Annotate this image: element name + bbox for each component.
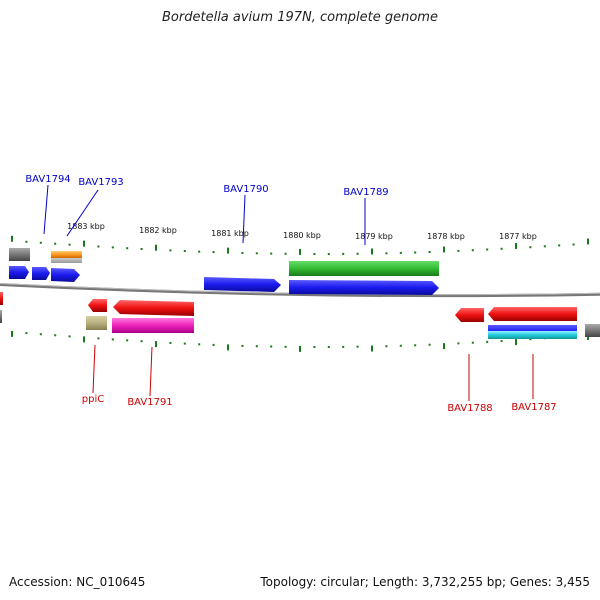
gene-feature[interactable] <box>32 267 50 280</box>
gene-feature[interactable] <box>86 316 107 330</box>
ruler-label: 1877 kbp <box>499 232 537 241</box>
gene-feature[interactable] <box>289 280 439 295</box>
ruler-labels: 1883 kbp 1882 kbp 1881 kbp 1880 kbp 1879… <box>67 222 537 241</box>
label-leader <box>242 194 246 244</box>
gene-feature[interactable] <box>9 266 29 279</box>
tick-track-upper <box>11 235 589 255</box>
ruler-label: 1880 kbp <box>283 231 321 240</box>
gene-label-bav1793[interactable]: BAV1793 <box>78 177 123 188</box>
gene-feature[interactable] <box>585 324 600 337</box>
gene-label-bav1794[interactable]: BAV1794 <box>25 174 70 185</box>
ruler-label: 1881 kbp <box>211 229 249 238</box>
ruler-label: 1878 kbp <box>427 232 465 241</box>
gene-feature[interactable] <box>51 251 82 258</box>
gene-feature[interactable] <box>113 300 194 316</box>
label-leader <box>149 346 153 397</box>
genome-backbone <box>0 283 600 298</box>
ruler-label: 1883 kbp <box>67 222 105 231</box>
label-leader <box>43 184 49 235</box>
gene-feature[interactable] <box>455 308 484 322</box>
gene-feature[interactable] <box>9 248 30 261</box>
gene-label-bav1790[interactable]: BAV1790 <box>223 184 268 195</box>
gene-feature[interactable] <box>289 261 439 276</box>
forward-features <box>9 248 439 295</box>
reverse-features <box>0 292 600 339</box>
label-leader <box>92 344 96 394</box>
gene-feature[interactable] <box>0 292 3 305</box>
gene-feature[interactable] <box>51 268 80 282</box>
gene-label-bav1791[interactable]: BAV1791 <box>127 397 172 408</box>
reverse-gene-labels: ppiC BAV1791 BAV1788 BAV1787 <box>82 344 557 414</box>
accession-text: Accession: NC_010645 <box>9 575 146 589</box>
gene-label-bav1787[interactable]: BAV1787 <box>511 402 556 413</box>
gene-feature[interactable] <box>488 331 577 339</box>
ruler-label: 1879 kbp <box>355 232 393 241</box>
gene-feature[interactable] <box>204 277 281 292</box>
gene-feature[interactable] <box>112 318 194 333</box>
genome-summary-text: Topology: circular; Length: 3,732,255 bp… <box>260 575 590 589</box>
gene-label-bav1788[interactable]: BAV1788 <box>447 403 492 414</box>
gene-feature[interactable] <box>0 310 2 323</box>
gene-label-ppic[interactable]: ppiC <box>82 394 104 405</box>
map-title: Bordetella avium 197N, complete genome <box>162 10 438 25</box>
gene-label-bav1789[interactable]: BAV1789 <box>343 187 388 198</box>
gene-feature[interactable] <box>88 299 107 312</box>
label-leader <box>66 189 99 237</box>
gene-feature[interactable] <box>488 307 577 321</box>
ruler-label: 1882 kbp <box>139 226 177 235</box>
gene-feature[interactable] <box>51 258 82 263</box>
forward-gene-labels: BAV1794 BAV1793 BAV1790 BAV1789 <box>25 174 389 245</box>
